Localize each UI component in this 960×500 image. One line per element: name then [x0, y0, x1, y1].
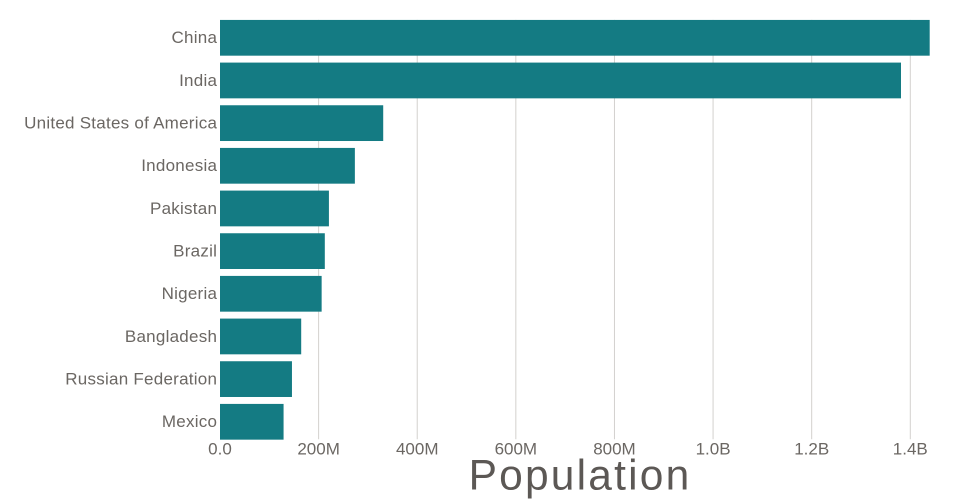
svg-text:1.0B: 1.0B [696, 439, 731, 458]
svg-text:Indonesia: Indonesia [141, 156, 217, 175]
svg-text:200M: 200M [297, 439, 340, 458]
svg-text:1.4B: 1.4B [893, 439, 928, 458]
svg-text:Brazil: Brazil [173, 241, 217, 260]
svg-text:Nigeria: Nigeria [162, 284, 218, 303]
svg-text:800M: 800M [593, 439, 636, 458]
svg-text:Population: Population [469, 453, 692, 500]
svg-text:Russian Federation: Russian Federation [65, 369, 217, 388]
svg-text:United States of America: United States of America [24, 113, 217, 132]
svg-text:0.0: 0.0 [208, 439, 232, 458]
svg-text:600M: 600M [495, 439, 538, 458]
svg-text:1.2B: 1.2B [794, 439, 829, 458]
svg-text:India: India [179, 71, 217, 90]
svg-text:Pakistan: Pakistan [150, 199, 217, 218]
svg-text:400M: 400M [396, 439, 439, 458]
svg-text:China: China [172, 28, 218, 47]
svg-text:Mexico: Mexico [162, 412, 217, 431]
svg-text:Bangladesh: Bangladesh [125, 327, 217, 346]
